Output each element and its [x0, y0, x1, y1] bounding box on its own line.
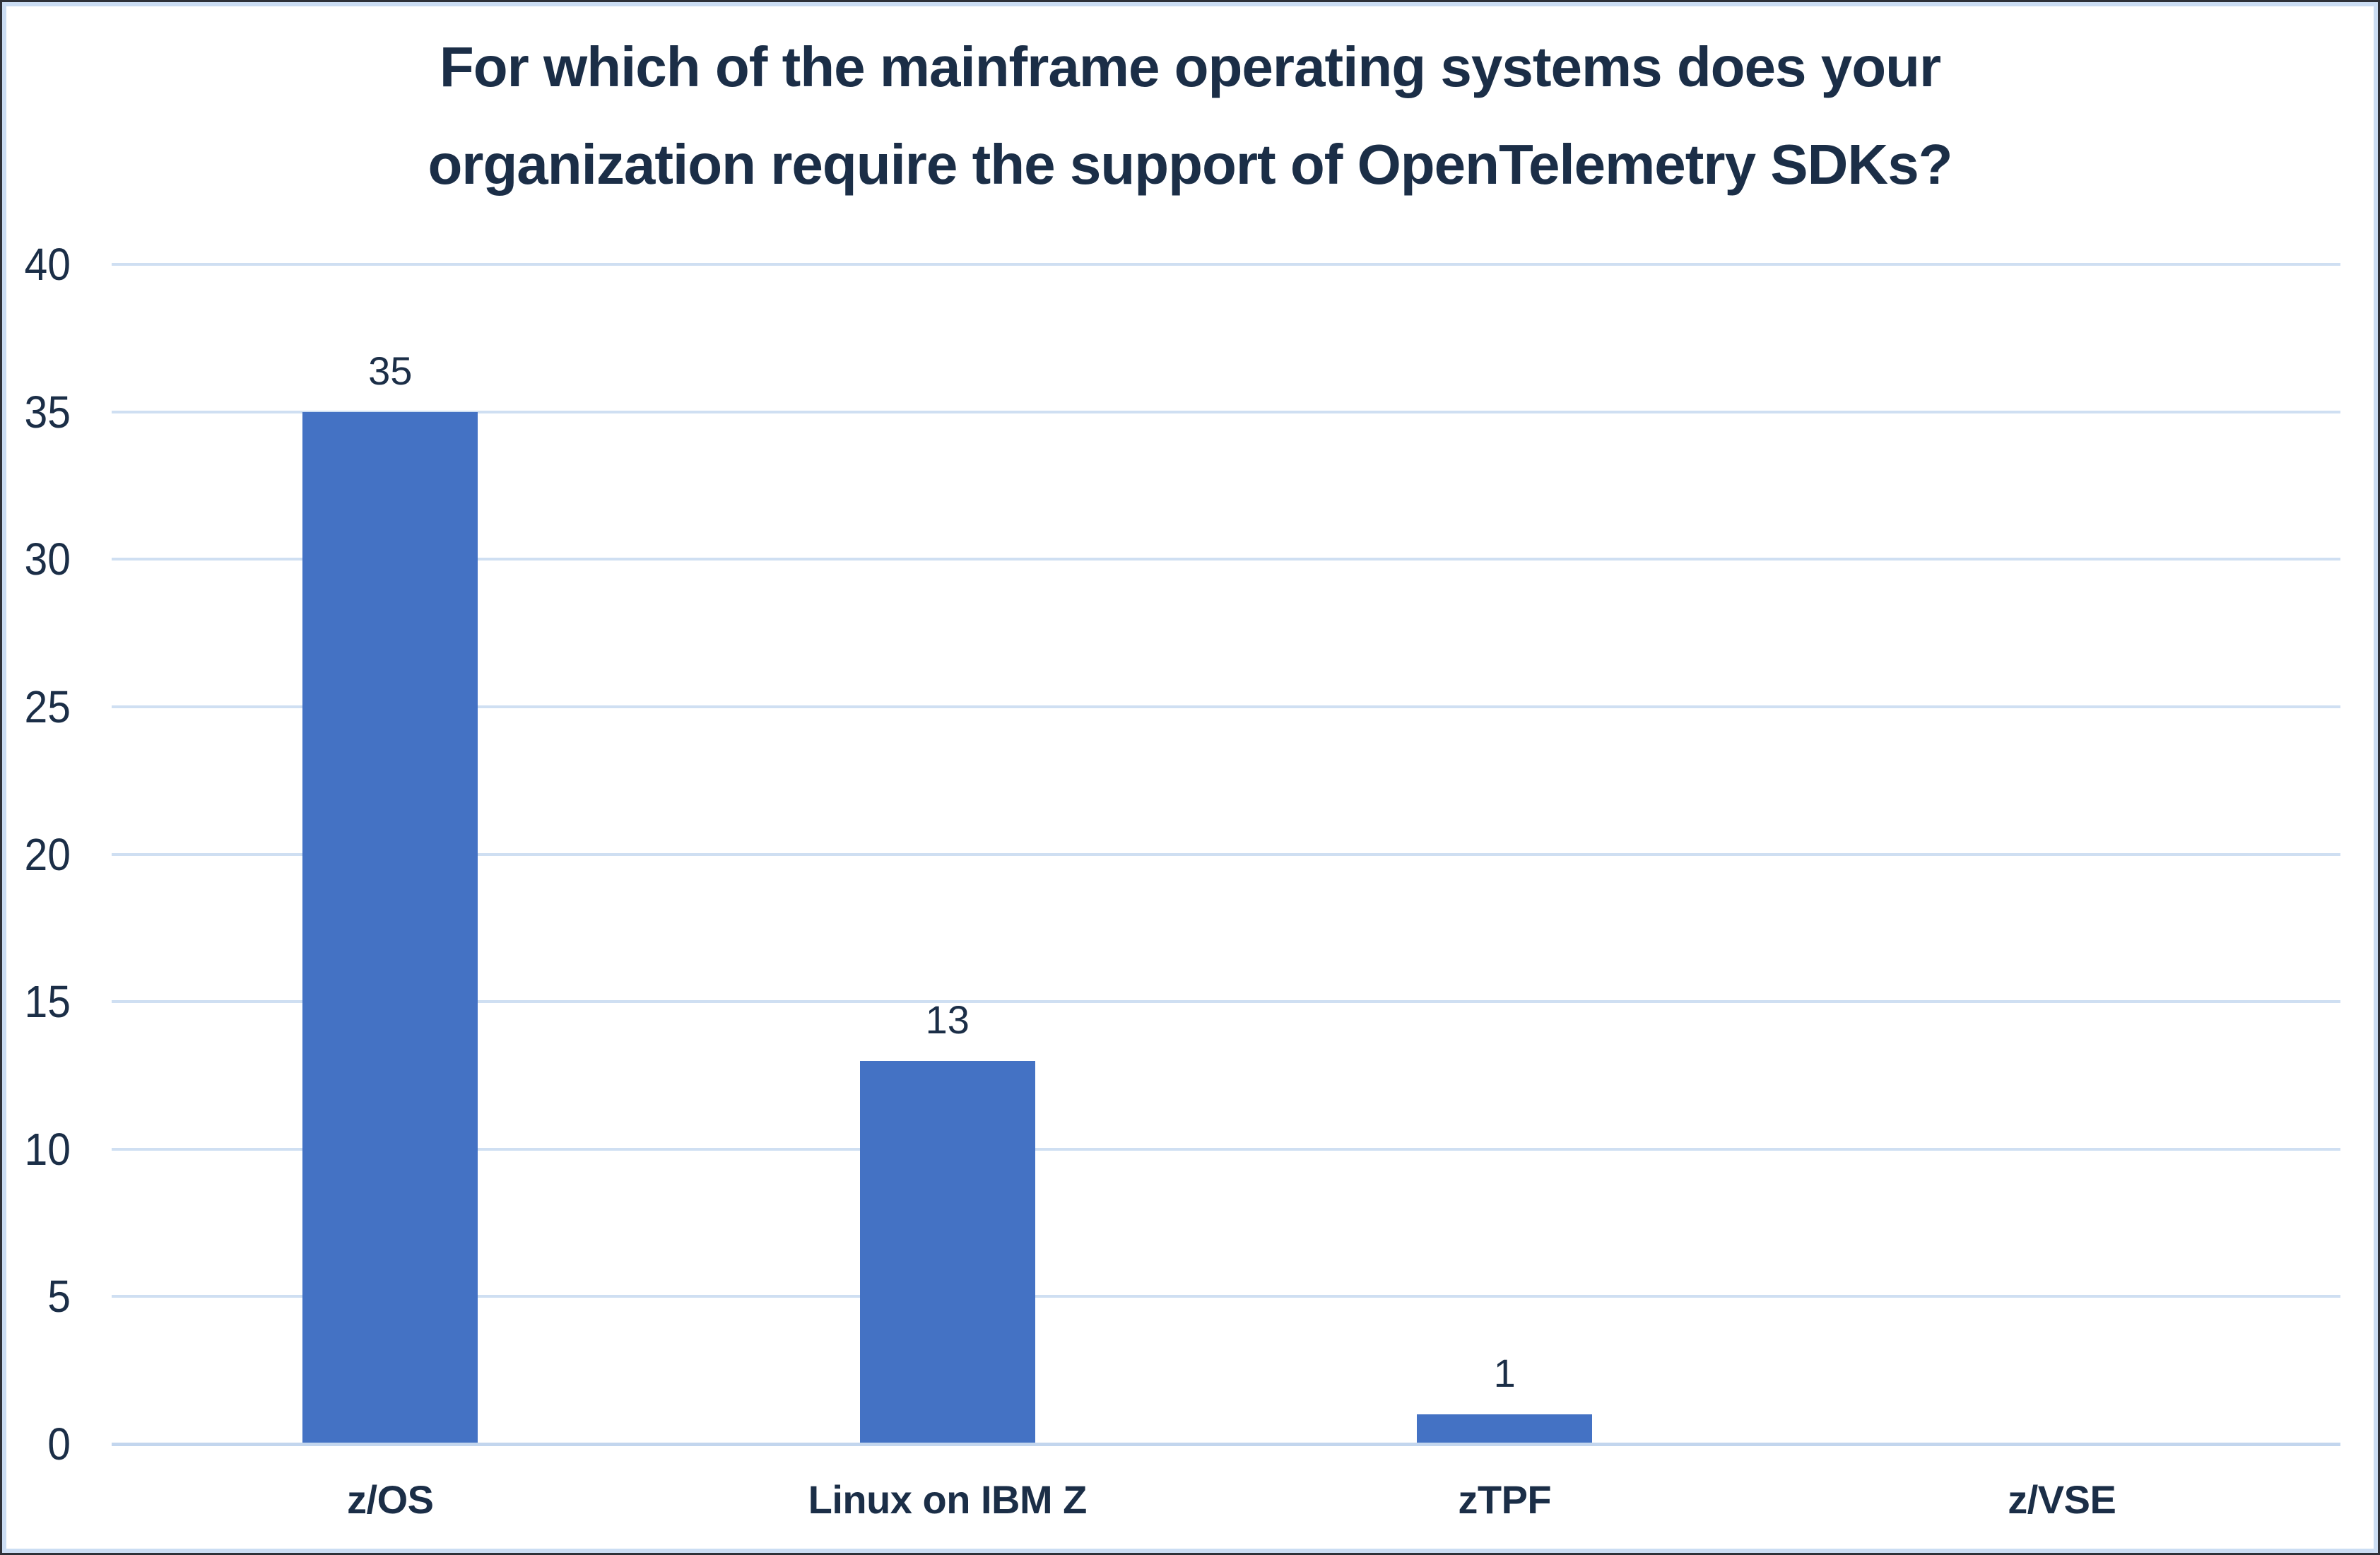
y-axis-tick-label: 5: [47, 1271, 71, 1322]
gridline-10: [112, 1147, 2340, 1151]
y-axis-tick-label: 10: [24, 1123, 71, 1175]
gridline-35: [112, 410, 2340, 413]
chart-title: For which of the mainframe operating sys…: [0, 18, 2380, 213]
chart-title-line-2: organization require the support of Open…: [428, 133, 1952, 196]
x-axis-category-label: zTPF: [1458, 1477, 1552, 1522]
x-axis-line: [112, 1443, 2340, 1446]
y-axis-tick-label: 35: [24, 386, 71, 438]
y-axis-tick-label: 0: [47, 1419, 71, 1469]
y-axis-tick-label: 25: [24, 681, 71, 732]
y-axis-tick-label: 30: [24, 534, 71, 585]
bar-value-label: 35: [368, 348, 413, 393]
gridline-5: [112, 1295, 2340, 1298]
gridline-15: [112, 1000, 2340, 1004]
chart-title-line-1: For which of the mainframe operating sys…: [439, 35, 1941, 98]
gridline-40: [112, 263, 2340, 266]
gridline-25: [112, 705, 2340, 708]
bar-value-label: 1: [1493, 1351, 1516, 1396]
y-axis-tick-label: 40: [24, 239, 71, 290]
gridline-20: [112, 852, 2340, 856]
bar-z-os: [302, 411, 478, 1444]
y-axis-tick-label: 15: [24, 976, 71, 1028]
x-axis-category-label: z/VSE: [2008, 1477, 2116, 1522]
y-axis-tick-label: 20: [24, 828, 71, 880]
bar-value-label: 13: [925, 997, 970, 1042]
bar-linux-on-ibm-z: [859, 1060, 1035, 1444]
x-axis-category-label: Linux on IBM Z: [808, 1477, 1088, 1522]
bar-ztpf: [1417, 1414, 1593, 1444]
gridline-30: [112, 558, 2340, 561]
x-axis-category-label: z/OS: [347, 1477, 434, 1522]
